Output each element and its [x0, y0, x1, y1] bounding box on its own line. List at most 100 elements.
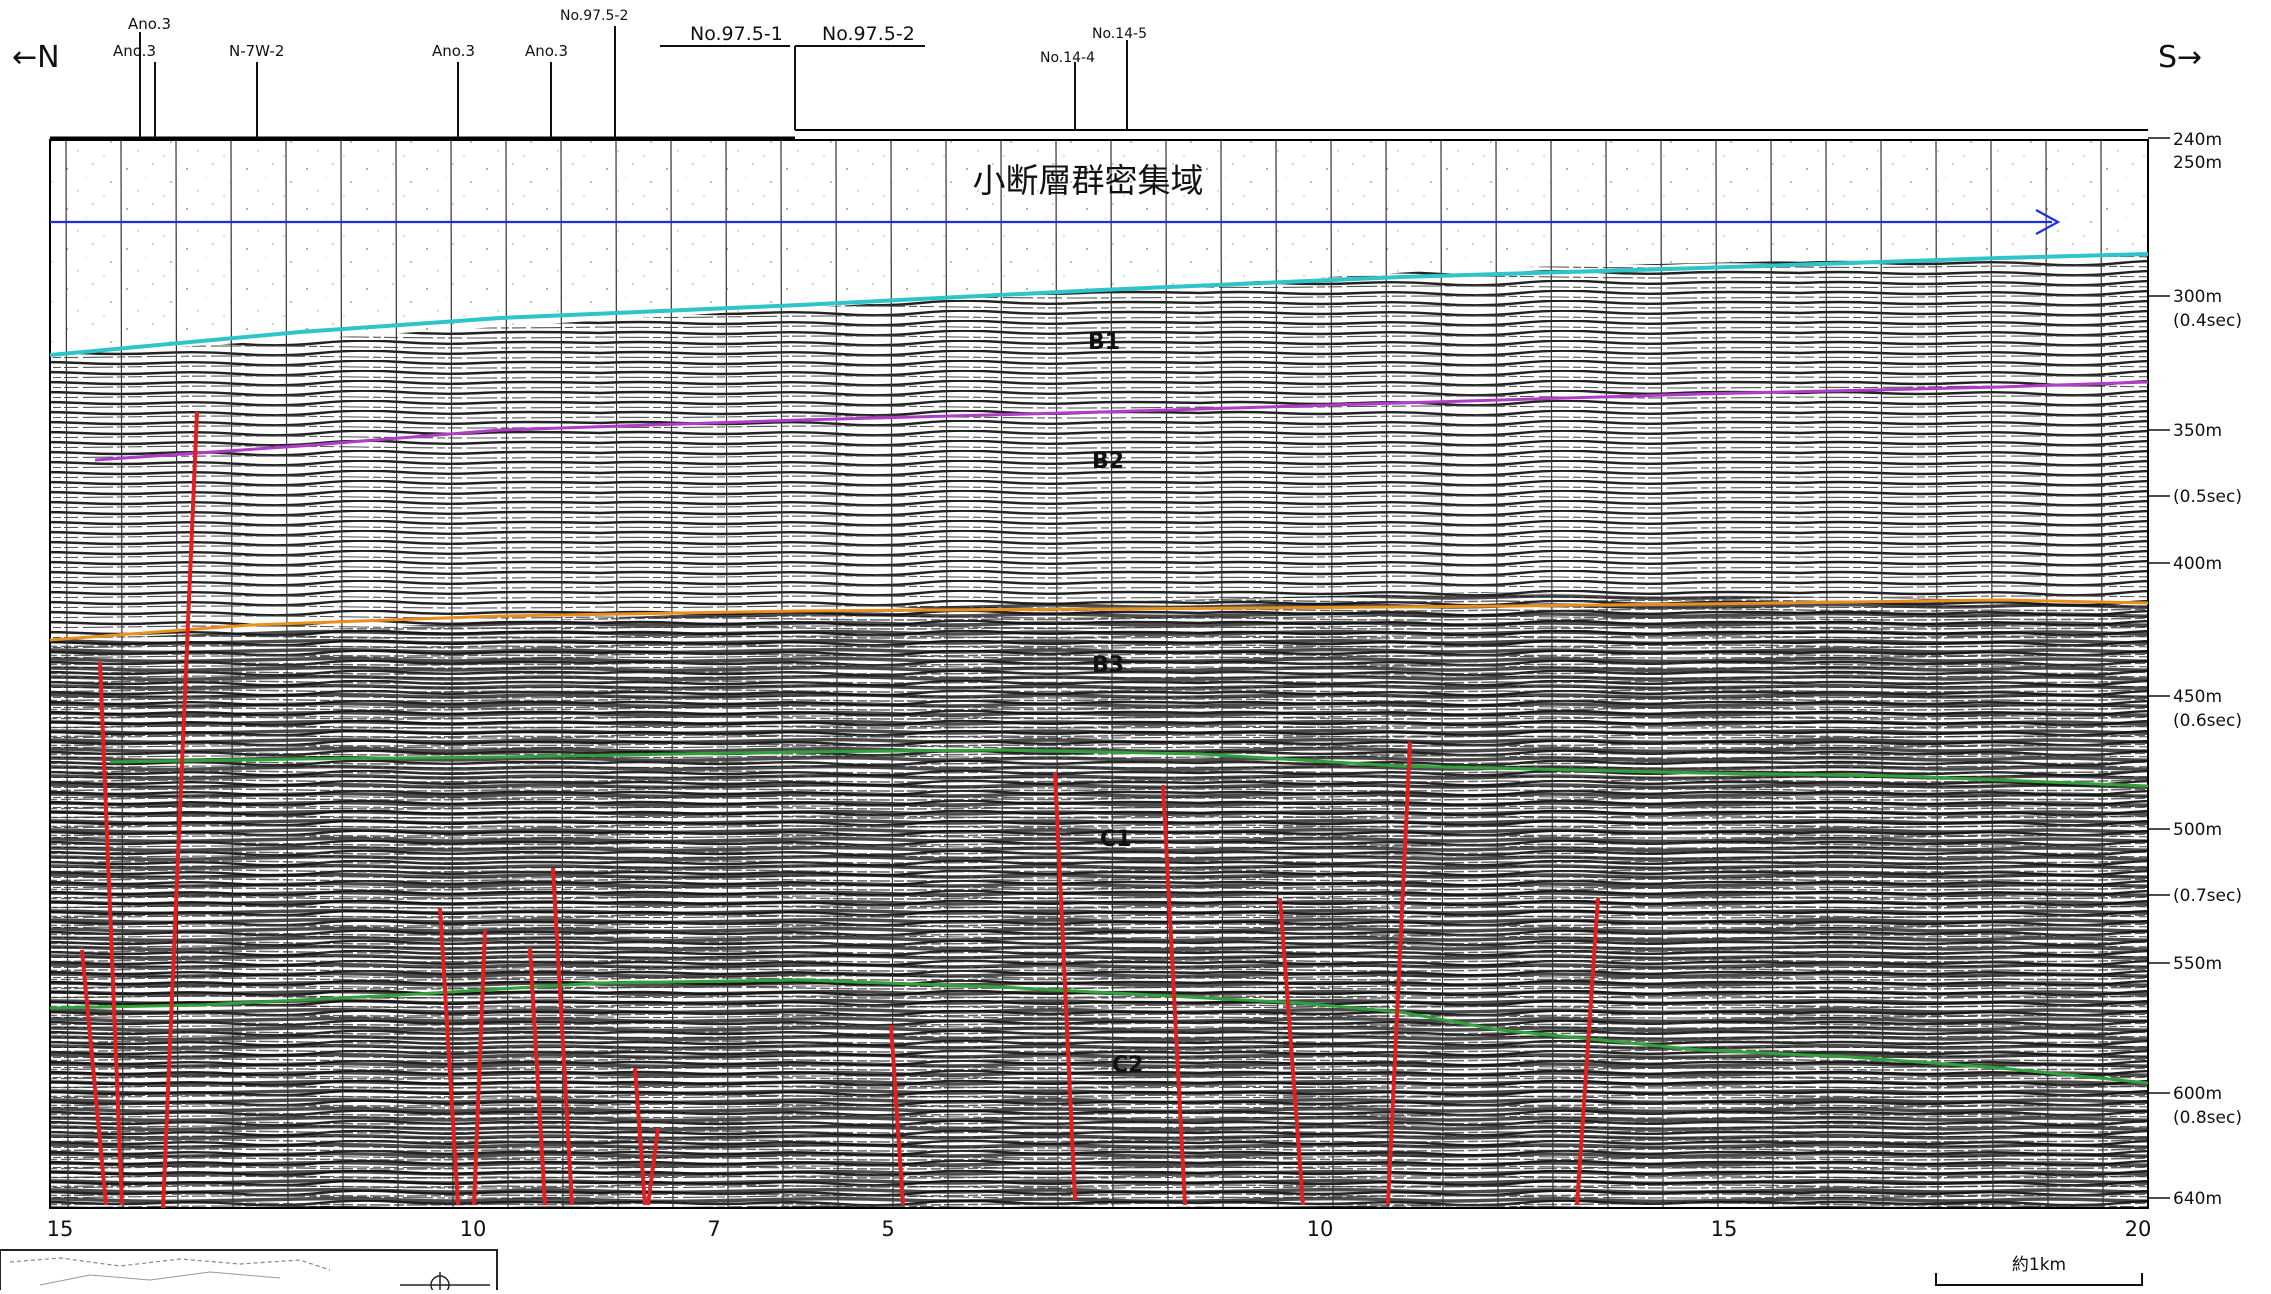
trace-gridline [1990, 139, 1994, 1209]
bottom-scale-label: 20 [2125, 1217, 2152, 1241]
trace-gridlines [65, 139, 2104, 1209]
trace-gridline [780, 139, 784, 1209]
top-markers [139, 26, 1128, 138]
trace-gridline [1330, 139, 1334, 1209]
trace-gridline [1660, 139, 1664, 1209]
location-map-inset [0, 1249, 498, 1294]
seismic-record [49, 129, 2149, 1209]
fault-line [1053, 771, 1077, 1201]
faults [80, 411, 1600, 1209]
trace-gridline [670, 139, 674, 1209]
horizon-c1-c2 [49, 978, 2149, 1085]
bottom-scale-label: 7 [707, 1217, 720, 1241]
trace-gridline [835, 139, 839, 1209]
trace-gridline [285, 139, 289, 1209]
trace-gridline [395, 139, 399, 1209]
trace-gridline [1550, 139, 1554, 1209]
trace-gridline [1275, 139, 1279, 1209]
trace-gridline [1770, 139, 1774, 1209]
marker-label: Ano.3 [432, 42, 475, 60]
marker-label: No.97.5-1 [690, 23, 783, 45]
fault-line [1161, 784, 1187, 1206]
trace-gridline [120, 139, 124, 1209]
trace-gridline [1165, 139, 1169, 1209]
marker-label: No.14-4 [1040, 50, 1095, 66]
trace-gridline [230, 139, 234, 1209]
depth-label: (0.7sec) [2173, 886, 2242, 906]
seafloor-horizon [49, 252, 2149, 357]
north-direction-label: ←N [12, 40, 60, 75]
fault-line [438, 907, 460, 1206]
trace-gridline [1055, 139, 1059, 1209]
trace-gridline [615, 139, 619, 1209]
south-direction-label: S→ [2158, 40, 2202, 75]
horizon-b3-c1 [109, 748, 2149, 788]
depth-label: 250m [2173, 153, 2222, 173]
depth-scale-ticks [2148, 137, 2170, 1199]
depth-label: 240m [2173, 130, 2222, 150]
marker-label: No.97.5-2 [822, 23, 915, 45]
horizon-b2-b3 [49, 598, 2149, 642]
bottom-scale-label: 10 [1307, 1217, 1334, 1241]
fault-line [1575, 897, 1600, 1206]
bottom-scale-label: 15 [47, 1217, 74, 1241]
depth-label: (0.5sec) [2173, 487, 2242, 507]
trace-gridline [175, 139, 179, 1209]
scale-bar-label: 約1km [2012, 1255, 2066, 1275]
horizon-b1-b2 [94, 380, 2149, 462]
fault-line [528, 947, 547, 1206]
fault-line [80, 949, 108, 1206]
unit-label: B1 [1088, 330, 1120, 355]
lower-reflectors [50, 592, 2148, 1208]
scale-bar: 約1km [1935, 1255, 2143, 1286]
depth-label: 400m [2173, 554, 2222, 574]
trace-gridline [450, 139, 454, 1209]
horizons [49, 252, 2149, 1085]
bottom-scale-label: 15 [1711, 1217, 1738, 1241]
marker-label: No.97.5-2 [560, 8, 628, 24]
depth-label: 500m [2173, 820, 2222, 840]
trace-gridline [1385, 139, 1389, 1209]
unit-label: C2 [1112, 1053, 1143, 1078]
trace-gridline [1110, 139, 1114, 1209]
record-frame [49, 139, 2149, 1209]
depth-label: (0.6sec) [2173, 711, 2242, 731]
marker-label: N-7W-2 [229, 42, 284, 60]
marker-label: No.14-5 [1092, 26, 1147, 42]
trace-gridline [65, 139, 69, 1209]
trace-gridline [1220, 139, 1224, 1209]
scale-bar-line [1935, 1273, 2143, 1286]
marker-label: Ano.3 [525, 42, 568, 60]
trace-gridline [1605, 139, 1609, 1209]
depth-label: 600m [2173, 1084, 2222, 1104]
inset-frame [0, 1249, 498, 1294]
unit-label: B2 [1092, 449, 1124, 474]
trace-gridline [2045, 139, 2049, 1209]
depth-label: 450m [2173, 687, 2222, 707]
fault-line [98, 661, 124, 1206]
unit-label: C1 [1100, 827, 1131, 852]
trace-gridline [1440, 139, 1444, 1209]
arrow-head [2035, 209, 2061, 235]
bottom-scale-label: 5 [881, 1217, 894, 1241]
trace-gridline [340, 139, 344, 1209]
fault-line [1278, 897, 1305, 1206]
top-marker-labels: Ano.3 Ano.3 N-7W-2 Ano.3 Ano.3 No.97.5-2… [113, 8, 1147, 66]
trace-gridline [1715, 139, 1719, 1209]
depth-scale-labels: 240m 250m 300m (0.4sec) 350m (0.5sec) 40… [2173, 130, 2242, 1209]
bottom-scale-label: 10 [460, 1217, 487, 1241]
inset-track [9, 1257, 331, 1271]
fault-line [633, 1067, 647, 1206]
fault-line [646, 1127, 660, 1206]
fault-line [161, 411, 199, 1209]
marker-label: Ano.3 [128, 15, 171, 33]
bottom-scale-labels: 15 10 7 5 10 15 20 [47, 1217, 2152, 1241]
depth-label: 300m [2173, 287, 2222, 307]
unit-labels: B1 B2 B3 C1 C2 [1088, 330, 1143, 1078]
trace-gridline [1880, 139, 1884, 1209]
trace-gridline [1935, 139, 1939, 1209]
trace-gridline [2100, 139, 2104, 1209]
fault-line [551, 867, 574, 1206]
